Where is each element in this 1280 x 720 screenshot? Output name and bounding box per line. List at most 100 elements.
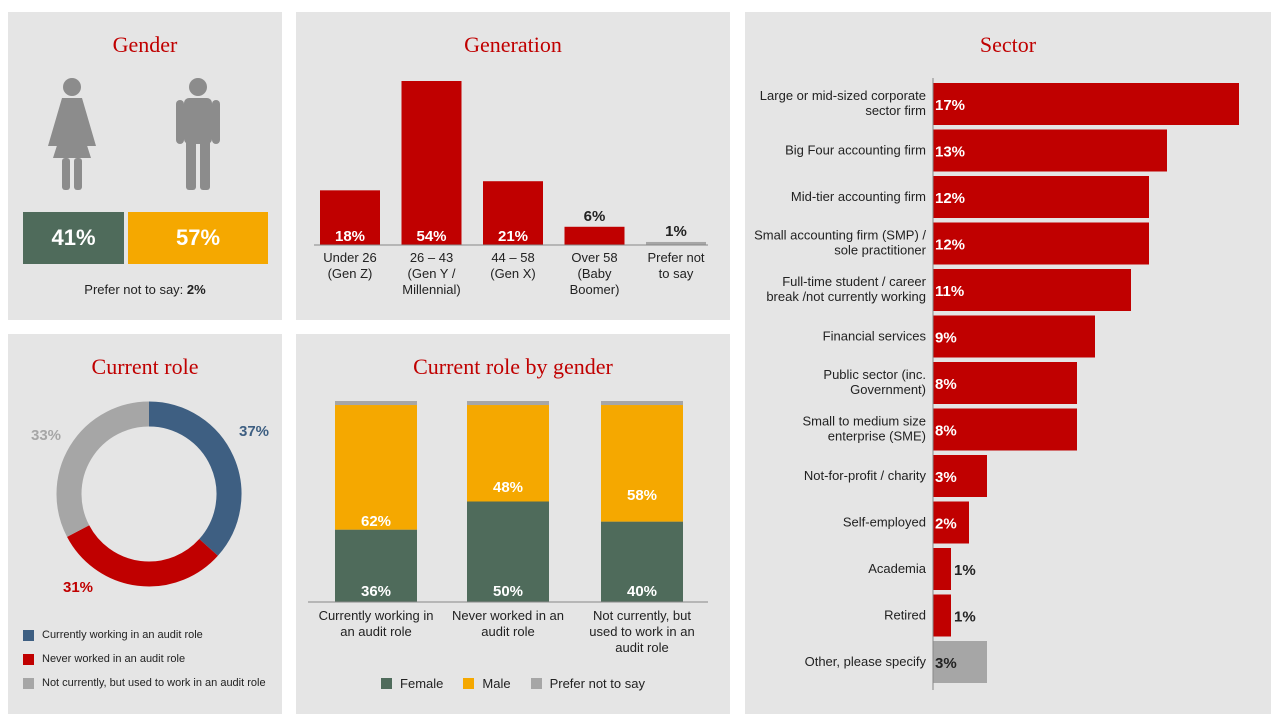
legend-item: Currently working in an audit role bbox=[23, 623, 266, 647]
donut-slice bbox=[56, 401, 150, 537]
sector-bar bbox=[933, 315, 1095, 358]
legend-swatch bbox=[530, 678, 542, 689]
male-share-box: 57% bbox=[128, 212, 268, 264]
generation-bar bbox=[564, 226, 625, 245]
sector-category-label: Financial services bbox=[823, 329, 927, 344]
sector-value-label: 1% bbox=[954, 609, 976, 626]
legend-item: Never worked in an audit role bbox=[23, 647, 266, 671]
sector-bar bbox=[933, 83, 1239, 125]
sector-category-label: Small to medium size enterprise (SME) bbox=[802, 414, 926, 444]
sector-value-label: 9% bbox=[935, 330, 957, 347]
sector-value-label: 8% bbox=[935, 376, 957, 393]
sector-bar bbox=[933, 548, 951, 590]
sector-value-label: 8% bbox=[935, 423, 957, 440]
generation-value-label: 1% bbox=[665, 223, 687, 240]
sector-category-label: Full-time student / career break /not cur… bbox=[766, 274, 926, 304]
stacked-value-label: 36% bbox=[361, 583, 391, 600]
stacked-category-label: Never worked in an audit role bbox=[452, 608, 564, 639]
sector-category-label: Retired bbox=[884, 608, 926, 623]
generation-value-label: 21% bbox=[498, 228, 528, 245]
generation-category-label: Under 26 (Gen Z) bbox=[323, 250, 376, 281]
sector-bar bbox=[933, 501, 969, 544]
current-role-legend: Currently working in an audit role Never… bbox=[23, 623, 266, 695]
sector-value-label: 17% bbox=[935, 97, 965, 114]
generation-value-label: 6% bbox=[584, 208, 606, 225]
sector-category-label: Other, please specify bbox=[805, 654, 927, 669]
stacked-value-label: 62% bbox=[361, 513, 391, 530]
generation-category-label: 44 – 58 (Gen X) bbox=[490, 250, 536, 281]
generation-category-label: Over 58 (Baby Boomer) bbox=[570, 250, 620, 297]
donut-value-label: 31% bbox=[63, 579, 93, 596]
gender-prefer-not-to-say: Prefer not to say: 2% bbox=[8, 282, 282, 297]
female-share-box: 41% bbox=[23, 212, 124, 264]
stacked-bar-segment bbox=[335, 405, 417, 530]
sector-bar bbox=[933, 594, 951, 637]
generation-category-label: Prefer not to say bbox=[647, 250, 704, 281]
sector-category-label: Public sector (inc. Government) bbox=[823, 367, 926, 397]
sector-bar bbox=[933, 269, 1131, 311]
stacked-bar-segment bbox=[601, 405, 683, 522]
stacked-category-label: Currently working in an audit role bbox=[319, 608, 434, 639]
legend-label: Never worked in an audit role bbox=[42, 653, 186, 665]
sector-panel: Sector 17% Large or mid-sized corporate se… bbox=[745, 12, 1271, 714]
stacked-bar-segment bbox=[467, 401, 549, 406]
sector-category-label: Big Four accounting firm bbox=[785, 143, 926, 158]
donut-value-label: 33% bbox=[31, 427, 61, 444]
role-by-gender-legend: Female Male Prefer not to say bbox=[296, 676, 730, 691]
generation-title: Generation bbox=[464, 32, 562, 57]
legend-swatch bbox=[23, 677, 34, 689]
generation-chart: 18% Under 26 (Gen Z) 54% 26 – 43 (Gen Y / Mill… bbox=[314, 81, 708, 297]
male-figure-icon bbox=[176, 78, 220, 190]
gender-title: Gender bbox=[112, 32, 178, 57]
generation-bar bbox=[320, 190, 380, 245]
sector-bar bbox=[933, 222, 1149, 265]
legend-swatch bbox=[381, 678, 393, 689]
sector-value-label: 1% bbox=[954, 562, 976, 579]
sector-value-label: 3% bbox=[935, 655, 957, 672]
sector-value-label: 2% bbox=[935, 516, 957, 533]
sector-bar bbox=[933, 408, 1077, 451]
legend-item: Not currently, but used to work in an au… bbox=[23, 671, 266, 695]
sector-bar bbox=[933, 641, 987, 683]
stacked-bar-segment bbox=[467, 501, 549, 602]
current-role-donut: 37% 31% 33% bbox=[31, 401, 269, 596]
current-role-panel: Current role 37% 31% 33% Currently working… bbox=[8, 334, 282, 714]
stacked-bar-segment bbox=[467, 405, 549, 502]
stacked-category-label: Not currently, but used to work in an audi… bbox=[589, 608, 695, 655]
sector-category-label: Not-for-profit / charity bbox=[804, 468, 927, 483]
sector-value-label: 12% bbox=[935, 237, 965, 254]
sector-category-label: Large or mid-sized corporate sector firm bbox=[760, 88, 926, 118]
sector-category-label: Mid-tier accounting firm bbox=[791, 189, 926, 204]
generation-bar bbox=[646, 241, 706, 245]
generation-bar bbox=[483, 181, 543, 245]
donut-slice bbox=[67, 524, 218, 587]
role-by-gender-chart: 36% 62% Currently working in an audit role 5… bbox=[308, 401, 708, 655]
stacked-bar-segment bbox=[601, 521, 683, 602]
sector-bar bbox=[933, 455, 987, 497]
stacked-value-label: 40% bbox=[627, 583, 657, 600]
role-by-gender-panel: Current role by gender 36% 62% Currently w… bbox=[296, 334, 730, 714]
legend-swatch bbox=[23, 653, 34, 665]
generation-category-label: 26 – 43 (Gen Y / Millennial) bbox=[402, 250, 461, 297]
generation-value-label: 54% bbox=[416, 228, 446, 245]
sector-bar bbox=[933, 362, 1077, 404]
stacked-bar-segment bbox=[335, 529, 417, 602]
sector-category-label: Self-employed bbox=[843, 515, 926, 530]
legend-item: Prefer not to say bbox=[530, 676, 645, 691]
female-figure-icon bbox=[48, 78, 96, 190]
donut-value-label: 37% bbox=[239, 423, 269, 440]
sector-bar bbox=[933, 176, 1149, 218]
sector-value-label: 13% bbox=[935, 144, 965, 161]
donut-slice bbox=[148, 401, 242, 556]
legend-label: Not currently, but used to work in an au… bbox=[42, 677, 266, 689]
stacked-value-label: 48% bbox=[493, 479, 523, 496]
stacked-bar-segment bbox=[335, 401, 417, 406]
sector-value-label: 3% bbox=[935, 469, 957, 486]
sector-bar bbox=[933, 129, 1167, 172]
sector-category-label: Academia bbox=[868, 561, 927, 576]
generation-bar bbox=[401, 81, 462, 245]
legend-swatch bbox=[23, 629, 34, 641]
current-role-title: Current role bbox=[91, 354, 199, 379]
stacked-value-label: 58% bbox=[627, 487, 657, 504]
generation-panel: Generation 18% Under 26 (Gen Z) 54% 26 – 43(… bbox=[296, 12, 730, 320]
